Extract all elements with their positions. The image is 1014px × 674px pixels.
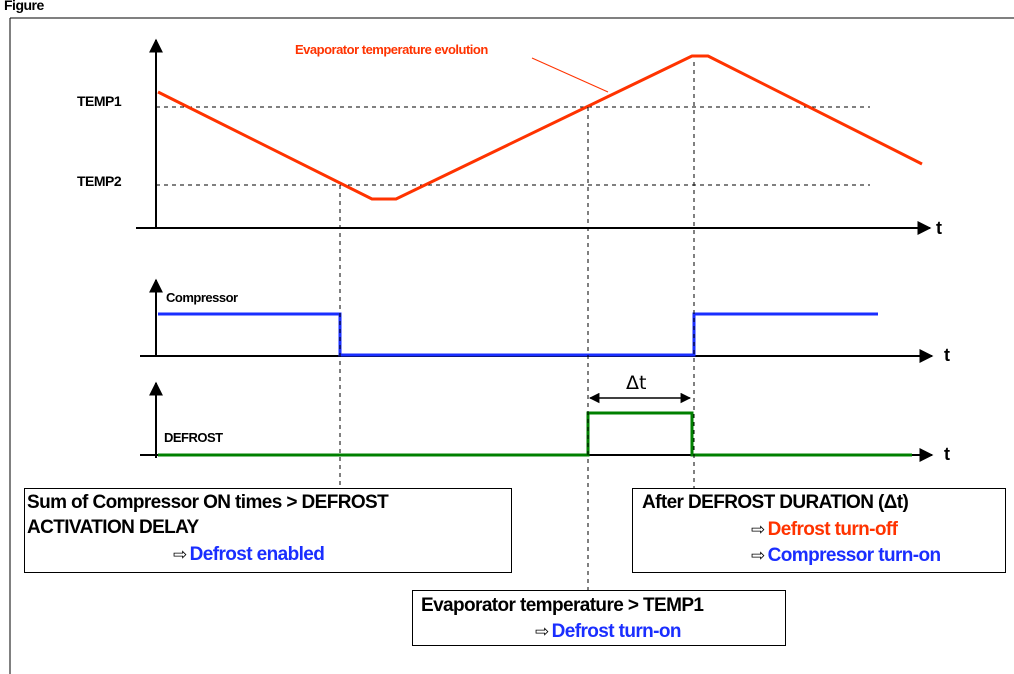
delta-t-label: Δt — [626, 372, 646, 394]
right-arrow-icon: ⇨ — [535, 622, 549, 642]
duration-result-2: Compressor turn-on — [767, 545, 941, 566]
turn-on-line-1: Evaporator temperature > TEMP1 — [421, 595, 704, 616]
evaporator-label-leader-line — [531, 57, 609, 93]
right-arrow-icon: ⇨ — [173, 545, 187, 565]
compressor-label: Compressor — [166, 290, 238, 305]
activation-result-line: ⇨ Defrost enabled — [173, 544, 325, 566]
duration-result-1-line: ⇨ Defrost turn-off — [751, 519, 898, 541]
turn-on-result: Defrost turn-on — [551, 621, 682, 642]
temp1-label: TEMP1 — [77, 93, 122, 109]
right-arrow-icon: ⇨ — [751, 520, 765, 540]
duration-line-1: After DEFROST DURATION (Δt) — [642, 492, 909, 513]
turn-on-result-line: ⇨ Defrost turn-on — [535, 621, 682, 643]
evaporator-temperature-label: Evaporator temperature evolution — [295, 42, 488, 57]
turn-on-condition-box: Evaporator temperature > TEMP1 ⇨ Defrost … — [412, 590, 786, 646]
duration-result-2-line: ⇨ Compressor turn-on — [751, 545, 941, 567]
evaporator-temperature-curve — [157, 54, 923, 201]
temperature-x-axis-label: t — [936, 218, 942, 238]
temp2-label: TEMP2 — [77, 173, 122, 189]
activation-result: Defrost enabled — [189, 544, 325, 565]
activation-line-2: ACTIVATION DELAY — [27, 517, 199, 538]
duration-condition-box: After DEFROST DURATION (Δt) ⇨ Defrost tur… — [632, 488, 1006, 573]
right-arrow-icon: ⇨ — [751, 546, 765, 566]
defrost-label: DEFROST — [164, 430, 223, 445]
defrost-signal — [158, 411, 912, 457]
figure-header: Figure — [4, 0, 44, 13]
activation-line-1: Sum of Compressor ON times > DEFROST — [27, 492, 389, 513]
compressor-x-axis-label: t — [944, 345, 950, 365]
activation-condition-box: Sum of Compressor ON times > DEFROST ACT… — [24, 488, 512, 573]
defrost-x-axis-label: t — [944, 444, 950, 464]
compressor-signal — [158, 312, 878, 357]
duration-result-1: Defrost turn-off — [767, 519, 898, 540]
